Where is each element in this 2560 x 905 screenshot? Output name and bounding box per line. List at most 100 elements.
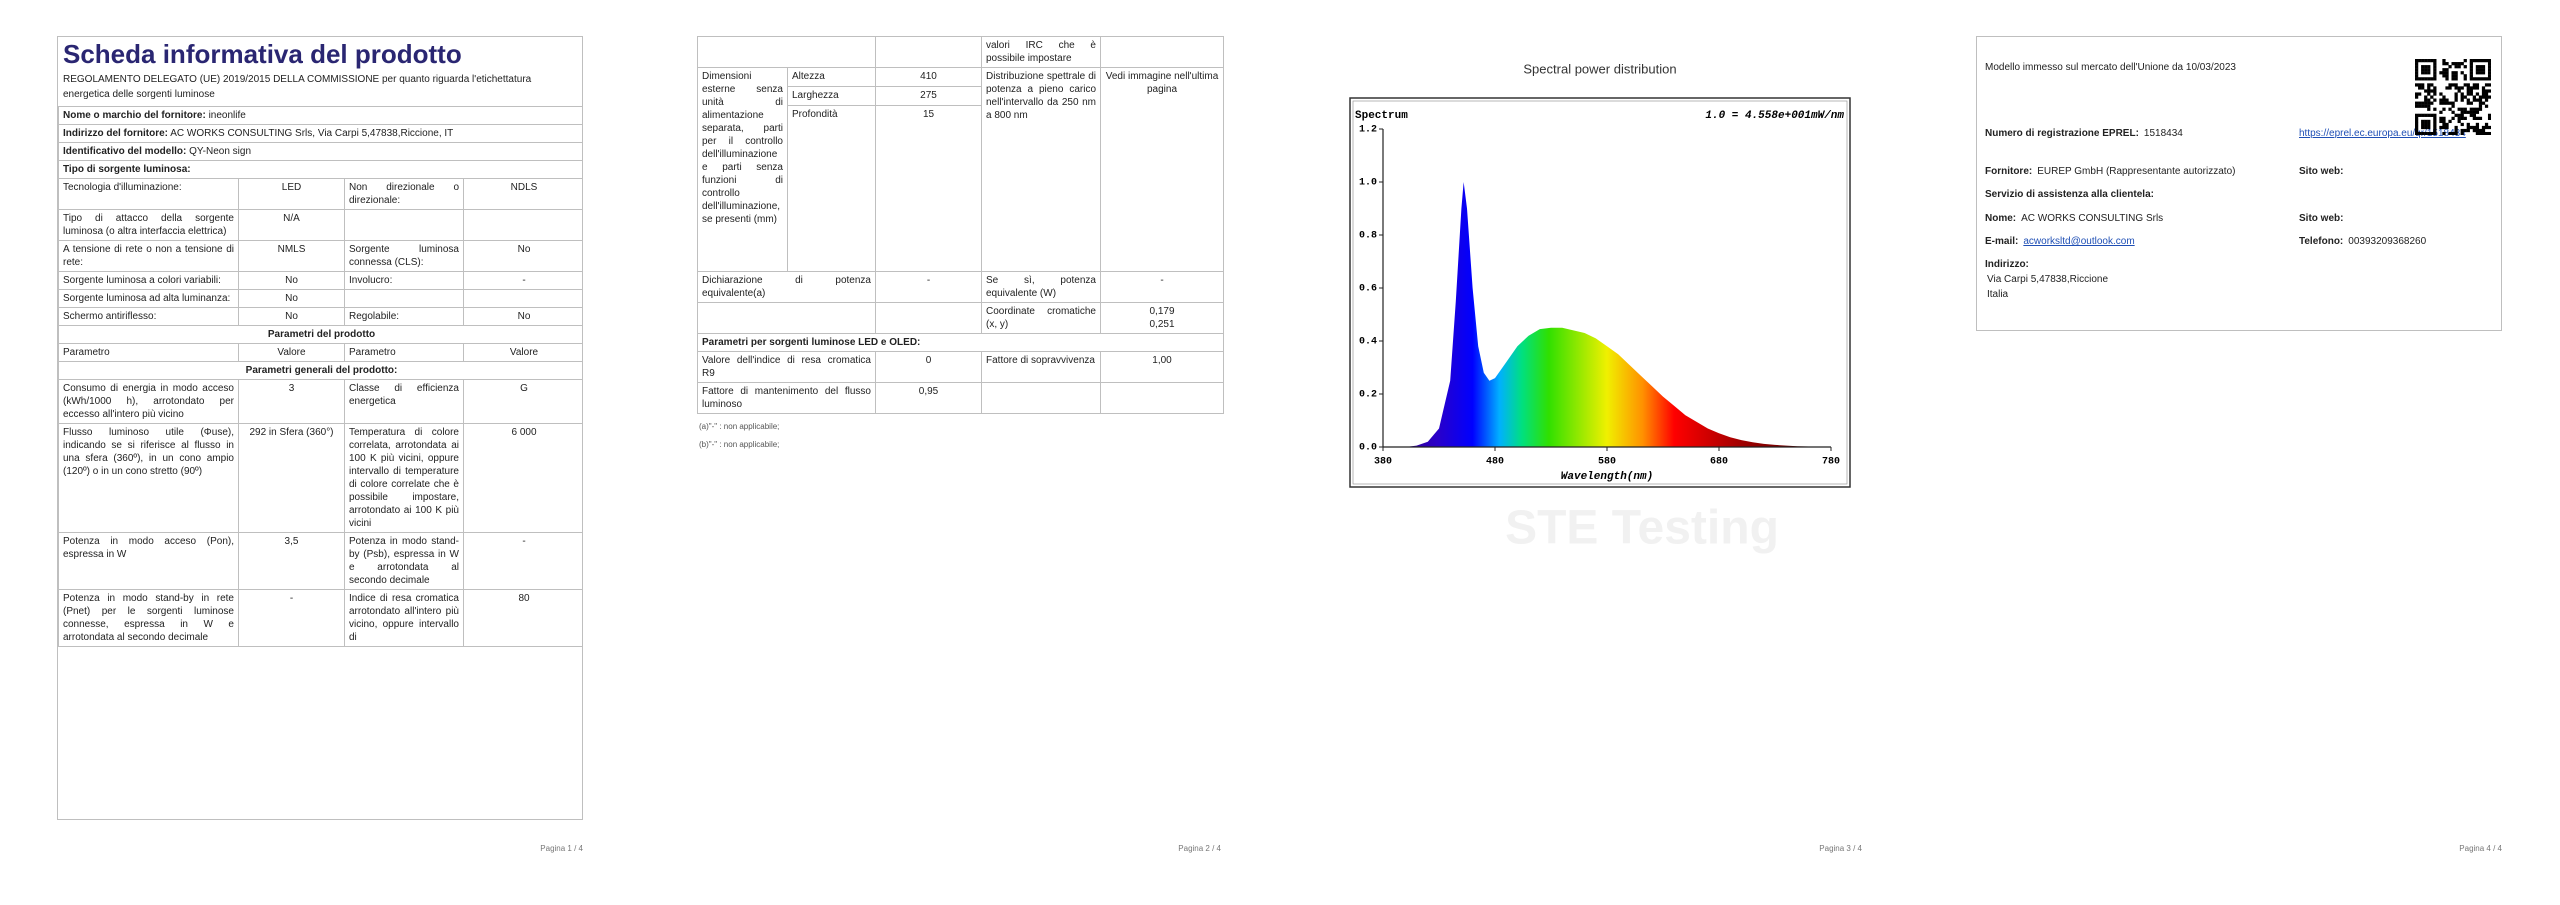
qr-module [2481,68,2486,72]
note: (b)"-" : non applicabile; [699,440,780,449]
cell: No [462,307,582,326]
table-row: Profondità 15 [698,105,1224,272]
cell: No [238,289,345,308]
x-tick-label: 380 [1374,457,1392,468]
qr-module [2421,113,2425,117]
qr-module [2469,92,2473,96]
cell: Temperatura di colore correlata, arroton… [344,423,464,533]
table-row: Parametri del prodotto [58,325,582,344]
qr-module [2460,116,2464,120]
page-footer: Pagina 2 / 4 [1178,844,1221,853]
qr-module [2460,86,2464,90]
cell [344,289,464,308]
qr-module [2421,65,2425,69]
qr-module [2445,98,2449,102]
qr-module [2424,89,2428,93]
qr-module [2460,92,2464,96]
qr-module [2448,131,2452,135]
qr-module [2439,119,2443,124]
qr-module [2454,98,2458,102]
qr-module [2424,119,2428,124]
qr-module [2475,116,2480,120]
qr-module [2463,107,2467,111]
qr-module [2484,83,2489,87]
qr-module [2442,101,2446,105]
spec-table: valori IRC che è possibile impostare Dime… [697,36,1224,414]
cell: Parametro [344,343,464,362]
qr-module [2475,98,2480,102]
cell: 3,5 [238,532,345,590]
qr-module [2415,128,2419,133]
y-tick-label: 0.0 [1359,443,1377,454]
table-row: Sorgente luminosa ad alta luminanza: No [58,289,582,308]
qr-module [2442,98,2446,102]
qr-module [2427,65,2431,69]
qr-module [2439,125,2443,130]
table-row: Nome o marchio del fornitore: ineonlife [58,106,582,125]
qr-module [2460,113,2464,117]
table-row: Tipo di sorgente luminosa: [58,160,582,179]
qr-module [2424,101,2428,105]
qr-module [2427,104,2431,108]
qr-module [2481,65,2486,69]
table-row: Sorgente luminosa a colori variabili: No I… [58,271,582,290]
qr-module [2424,65,2428,69]
qr-module [2454,83,2458,87]
cell: Potenza in modo stand-by in rete (Pnet) … [58,589,239,647]
qr-module [2427,125,2431,130]
qr-module [2454,62,2458,66]
qr-module [2472,128,2476,133]
field-label: Nome: [1985,213,2017,224]
qr-module [2433,122,2437,127]
qr-module [2430,101,2434,105]
qr-module [2415,125,2419,130]
table-row: Larghezza 275 [698,86,1224,106]
qr-module [2478,71,2483,75]
cell-line: 0,251 [1149,319,1175,330]
cell: - [238,589,345,647]
qr-module [2463,59,2467,63]
qr-module [2418,104,2422,108]
qr-module [2430,89,2434,93]
qr-module [2460,128,2464,133]
field-link[interactable]: https://eprel.ec.europa.eu/qr/1518434 [2299,128,2466,139]
table-row: A tensione di rete o non a tensione di r… [58,240,582,272]
qr-module [2418,83,2422,87]
qr-module [2457,119,2461,124]
page-footer: Pagina 3 / 4 [1819,844,1862,853]
qr-module [2448,101,2452,105]
table-row: Indirizzo del fornitore: AC WORKS CONSUL… [58,124,582,143]
qr-module [2469,113,2473,117]
qr-module [2424,68,2428,72]
qr-module [2442,68,2446,72]
qr-module [2484,77,2489,81]
notes: (a)"-" : non applicabile; (b)"-" : non ap… [697,414,1223,458]
y-tick-label: 0.8 [1359,231,1377,242]
qr-module [2451,83,2455,87]
qr-module [2487,71,2491,75]
qr-module [2454,125,2458,130]
qr-module [2421,68,2425,72]
table-row: valori IRC che è possibile impostare [697,36,1224,68]
qr-module [2469,68,2473,72]
qr-module [2451,116,2455,120]
cell: Sorgente luminosa connessa (CLS): [344,240,464,272]
qr-module [2472,59,2476,63]
qr-module [2442,74,2446,78]
info-label: Nome o marchio del fornitore: [63,110,206,121]
qr-module [2481,92,2486,96]
qr-module [2415,62,2419,66]
cell: - [875,271,982,303]
cell: Distribuzione spettrale di potenza a pie… [981,67,1101,272]
info-value: QY-Neon sign [189,146,252,157]
image-background [1342,36,1862,566]
qr-module [2424,77,2428,81]
qr-module [2487,68,2491,72]
qr-module [2481,101,2486,105]
qr-module [2469,107,2473,111]
qr-module [2418,101,2422,105]
qr-module [2415,116,2419,120]
field-link[interactable]: acworksltd@outlook.com [2023,236,2135,247]
table-row: Flusso luminoso utile (Φuse), indicando … [58,423,582,533]
qr-module [2415,95,2419,99]
